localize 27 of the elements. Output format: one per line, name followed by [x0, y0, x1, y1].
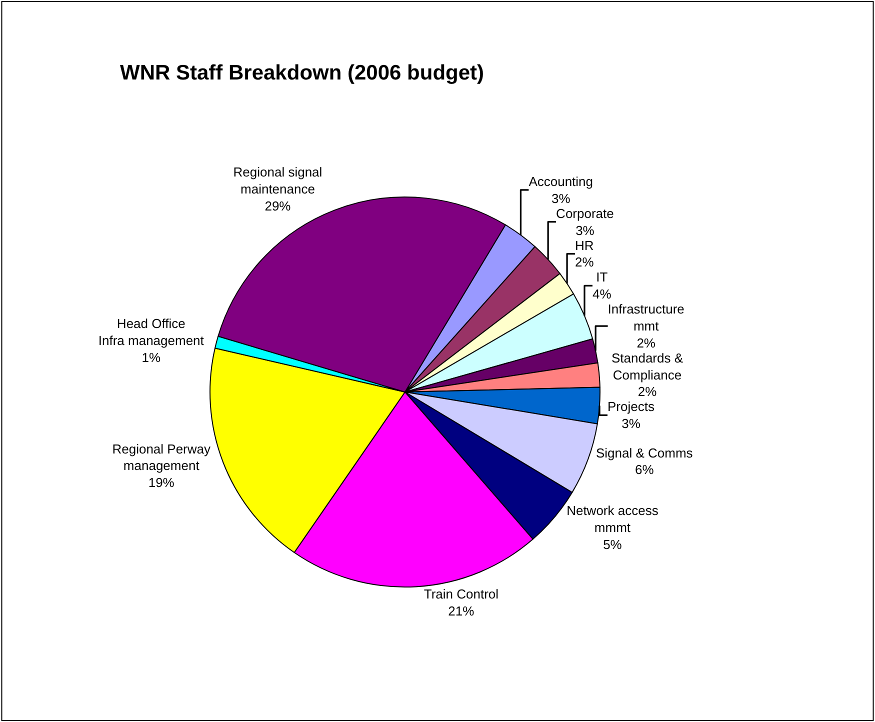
data-label: 19%: [148, 475, 175, 490]
data-label: 3%: [551, 190, 571, 206]
slice-label: Regional signal maintenance: [233, 164, 322, 196]
slice-label: Head Office Infra management: [98, 316, 204, 348]
data-label: 21%: [448, 604, 475, 619]
data-label: 1%: [142, 350, 161, 365]
slice-label: Signal & Comms: [596, 445, 694, 460]
slice-label: HR: [575, 238, 594, 253]
chart-title: WNR Staff Breakdown (2006 budget): [120, 61, 484, 84]
slice-label: Infrastructure mmt: [608, 302, 684, 334]
data-label: 6%: [634, 462, 654, 478]
data-label: 2%: [575, 254, 594, 270]
slice-label: Standards & Compliance: [611, 350, 684, 382]
data-label: 5%: [603, 536, 622, 552]
slice-label: Projects: [608, 399, 655, 414]
slice-label: Regional Perway management: [112, 441, 211, 474]
data-label: 4%: [592, 286, 612, 302]
data-label: 2%: [638, 384, 658, 400]
slice-label: Corporate: [556, 206, 614, 221]
data-label: 3%: [622, 416, 641, 432]
slice-label: Network access mmmt: [566, 503, 659, 535]
slice-label: Train Control: [424, 586, 499, 602]
slice-label: Accounting: [528, 174, 594, 190]
slice-label: IT: [596, 270, 608, 285]
data-label: 3%: [576, 222, 595, 238]
data-label: 29%: [264, 198, 292, 214]
data-label: 2%: [636, 335, 656, 350]
